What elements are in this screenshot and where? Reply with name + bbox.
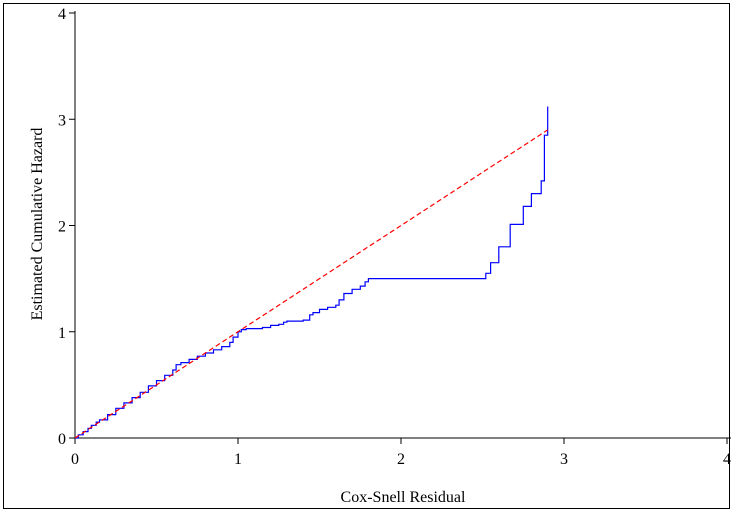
series (74, 106, 549, 439)
x-tick-label: 2 (397, 451, 405, 468)
y-tick-label: 1 (58, 325, 66, 342)
x-tick-label: 1 (234, 451, 242, 468)
y-axis-title: Estimated Cumulative Hazard (29, 128, 46, 321)
x-tick-label: 0 (71, 451, 79, 468)
cumulative-hazard-line (75, 106, 549, 439)
y-tick-label: 0 (58, 431, 66, 448)
tick-labels: 0 1 2 3 4 0 1 2 3 4 (58, 6, 731, 468)
x-axis-title: Cox-Snell Residual (341, 489, 466, 506)
y-tick-label: 3 (58, 112, 66, 129)
ticks (69, 12, 728, 444)
reference-line (74, 129, 549, 439)
axes (74, 11, 731, 439)
y-tick-label: 2 (58, 219, 66, 236)
chart-frame (3, 3, 730, 509)
x-tick-label: 4 (723, 451, 731, 468)
x-tick-label: 3 (560, 451, 568, 468)
y-tick-label: 4 (58, 6, 66, 23)
